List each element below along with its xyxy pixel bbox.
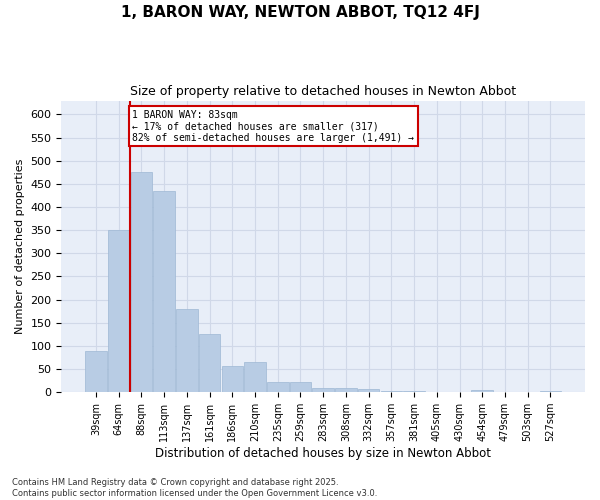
Bar (472, 390, 493, 392)
Bar (335, 388, 357, 392)
Bar (380, 391, 402, 392)
Bar (313, 388, 334, 392)
Text: 1, BARON WAY, NEWTON ABBOT, TQ12 4FJ: 1, BARON WAY, NEWTON ABBOT, TQ12 4FJ (121, 5, 479, 20)
Bar (539, 391, 561, 392)
Bar (358, 390, 379, 392)
Bar (131, 172, 152, 392)
Title: Size of property relative to detached houses in Newton Abbot: Size of property relative to detached ho… (130, 85, 516, 98)
Y-axis label: Number of detached properties: Number of detached properties (15, 158, 25, 334)
X-axis label: Distribution of detached houses by size in Newton Abbot: Distribution of detached houses by size … (155, 447, 491, 460)
Bar (199, 334, 220, 392)
Bar (244, 362, 266, 392)
Bar (154, 191, 175, 392)
Bar (290, 382, 311, 392)
Bar (176, 309, 197, 392)
Bar (267, 382, 289, 392)
Bar (108, 230, 130, 392)
Text: Contains HM Land Registry data © Crown copyright and database right 2025.
Contai: Contains HM Land Registry data © Crown c… (12, 478, 377, 498)
Bar (85, 350, 107, 392)
Bar (221, 366, 243, 392)
Text: 1 BARON WAY: 83sqm
← 17% of detached houses are smaller (317)
82% of semi-detach: 1 BARON WAY: 83sqm ← 17% of detached hou… (133, 110, 415, 143)
